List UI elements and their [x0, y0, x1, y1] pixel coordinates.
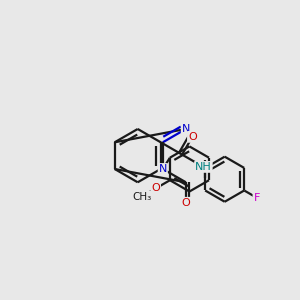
Text: F: F	[254, 193, 260, 203]
Text: O: O	[182, 198, 190, 208]
Text: CH₃: CH₃	[132, 192, 151, 202]
Text: NH: NH	[195, 162, 212, 172]
Text: N: N	[182, 124, 190, 134]
Text: N: N	[159, 164, 167, 174]
Text: O: O	[188, 132, 197, 142]
Text: O: O	[151, 183, 160, 194]
